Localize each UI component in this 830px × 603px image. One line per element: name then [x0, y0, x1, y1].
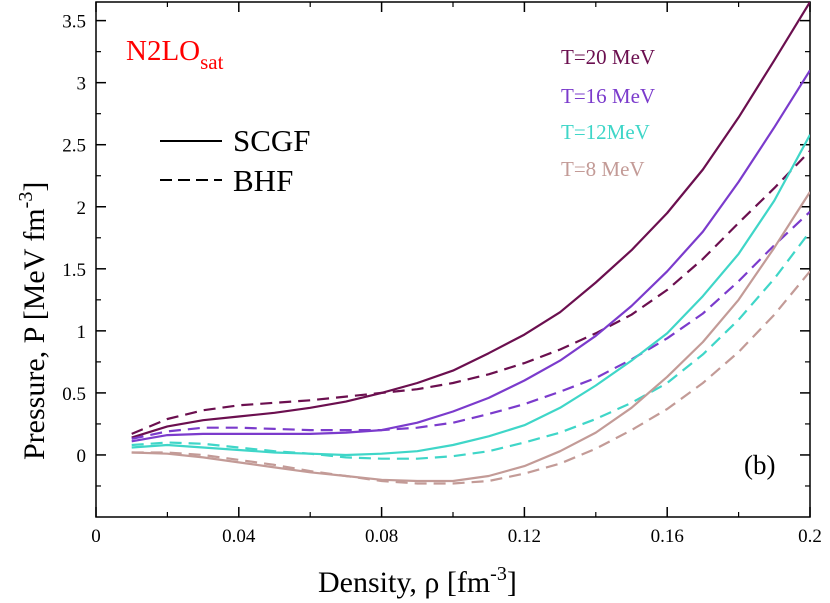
series-line-scgf-8mev — [131, 191, 810, 483]
y-tick-label: 1.5 — [62, 260, 86, 281]
temperature-label-12: T=12MeV — [561, 120, 650, 144]
legend: SCGF BHF — [160, 123, 311, 198]
temperature-label-16: T=16 MeV — [561, 84, 655, 108]
x-tick-label: 0 — [91, 526, 101, 547]
y-axis-title: Pressure, P [MeV fm-3] — [15, 182, 51, 460]
y-tick-label: 2 — [77, 198, 87, 219]
model-label: N2LOsat — [126, 35, 224, 74]
legend-label-bhf: BHF — [233, 163, 293, 198]
x-tick-label: 0.12 — [508, 526, 541, 547]
series-lines — [131, 2, 810, 485]
series-line-bhf-20mev — [131, 150, 810, 435]
temperature-labels: T=20 MeV T=16 MeV T=12MeV T=8 MeV — [561, 45, 655, 181]
series-line-bhf-8mev — [131, 270, 810, 485]
legend-label-scgf: SCGF — [233, 123, 311, 158]
temperature-label-20: T=20 MeV — [561, 45, 655, 69]
axis-ticks — [95, 2, 811, 517]
axis-tick-labels: 0 0.04 0.08 0.12 0.16 0.2 0 0.5 1 1.5 2 2.5 3 3.5 — [62, 12, 822, 547]
series-line-scgf-16mev — [131, 69, 810, 443]
x-axis-title: Density, ρ [fm-3] — [318, 563, 517, 599]
series-line-scgf-20mev — [131, 2, 810, 439]
temperature-label-8: T=8 MeV — [561, 157, 645, 181]
series-line-bhf-16mev — [131, 210, 810, 440]
y-tick-label: 0 — [77, 446, 87, 467]
x-tick-label: 0.2 — [798, 526, 822, 547]
x-tick-label: 0.04 — [222, 526, 256, 547]
series-line-scgf-12mev — [131, 134, 810, 457]
y-tick-label: 2.5 — [62, 136, 86, 157]
panel-label: (b) — [744, 450, 775, 480]
series-line-bhf-12mev — [131, 230, 810, 460]
y-tick-label: 3.5 — [62, 12, 86, 33]
y-tick-label: 3 — [77, 74, 87, 95]
x-tick-label: 0.08 — [365, 526, 398, 547]
y-tick-label: 1 — [77, 322, 87, 343]
y-tick-label: 0.5 — [62, 384, 86, 405]
x-tick-label: 0.16 — [651, 526, 684, 547]
